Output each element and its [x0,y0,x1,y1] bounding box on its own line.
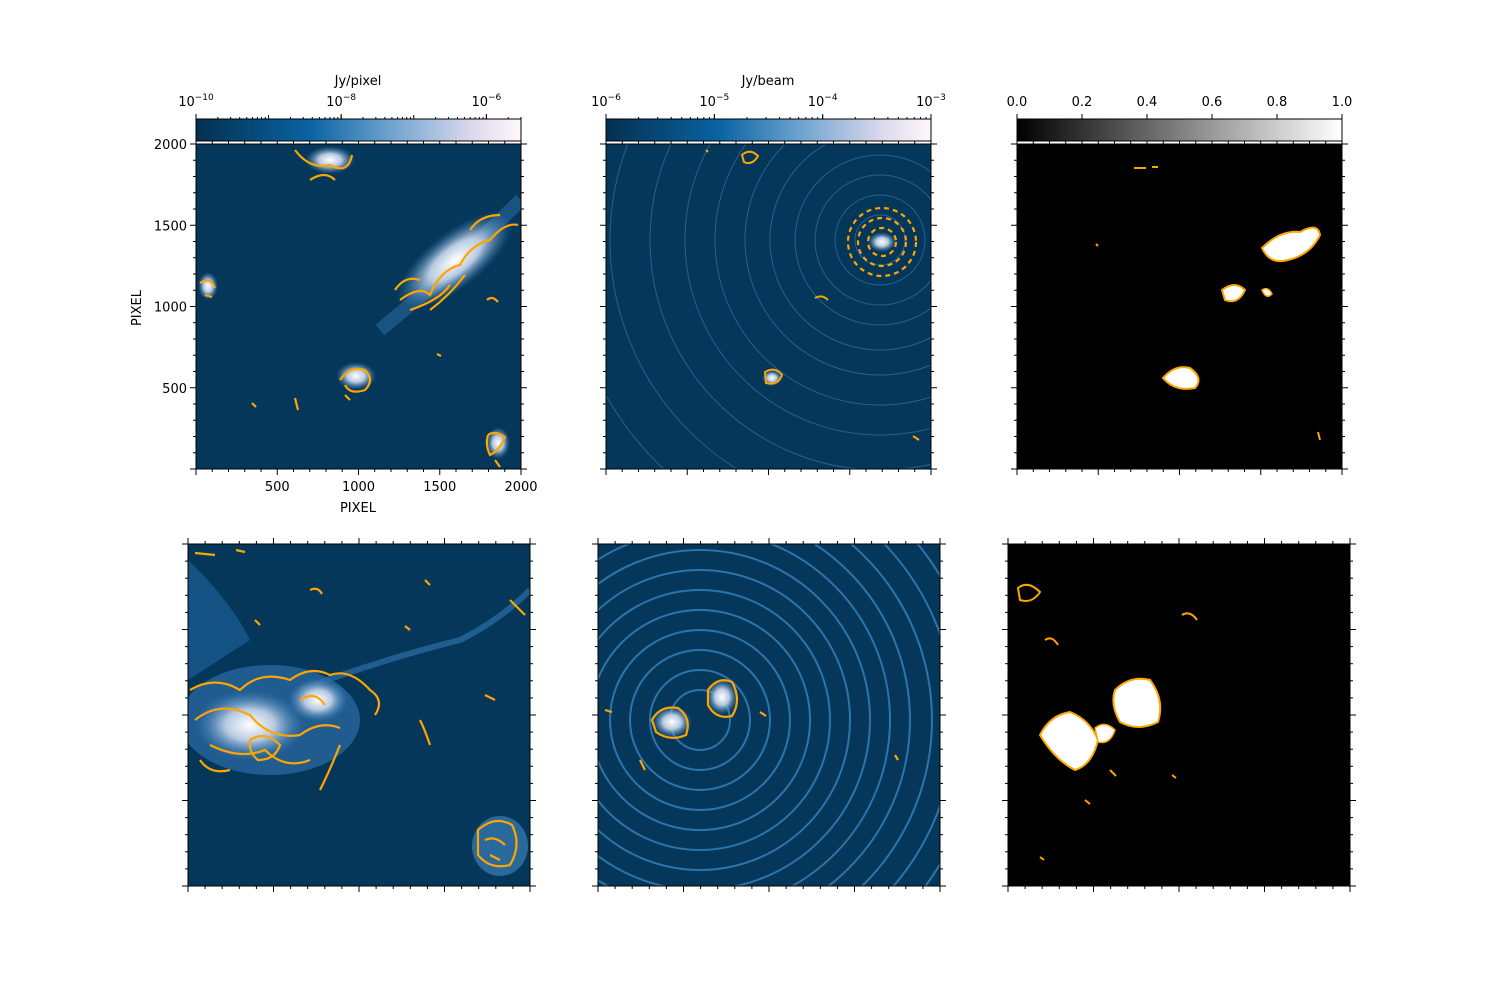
colorbar-tick-label: 10−8 [326,93,356,110]
panel-bottom-middle [592,538,946,892]
colorbar-tick-label: 10−3 [916,93,946,110]
colorbar-ticks: 0.0 0.2 0.4 0.6 0.8 1.0 [1007,95,1353,119]
colorbar-label: Jy/pixel [334,74,382,89]
y-tick-label: 1500 [154,219,187,234]
panel-bottom-left [182,538,536,892]
bottom-right-axes [1002,538,1356,892]
x-tick-label: 1500 [423,480,456,495]
mask-features [1016,583,1198,861]
colorbar-tick-label: 0.0 [1007,95,1028,110]
colorbar-gradient [195,118,522,142]
x-axis-label: PIXEL [340,501,377,516]
panel-top-middle: Jy/beam 10−6 10−5 10−4 10−3 [591,74,946,475]
colorbar-tick-label: 10−5 [699,93,729,110]
colorbar-tick-label: 0.4 [1137,95,1158,110]
panel-top-left: 500 1000 1500 2000 500 1000 1500 2000 Jy/pixel … [130,74,538,516]
panel-bottom-right [1002,538,1356,892]
bottom-middle-axes [592,538,946,892]
emission-features [198,146,521,468]
y-tick-label: 2000 [154,138,187,153]
image-area [1017,144,1342,469]
emission-features [598,544,940,886]
mask-features [1095,166,1322,441]
colorbar-tick-label: 10−10 [178,93,214,110]
colorbar-tick-label: 1.0 [1332,95,1353,110]
colorbar-top-right: 0.0 0.2 0.4 0.6 0.8 1.0 [1007,95,1353,142]
colorbar-label: Jy/beam [741,74,795,89]
x-tick-label: 1000 [342,480,375,495]
colorbar-tick-label: 10−6 [591,93,621,110]
colorbar-tick-label: 10−4 [808,93,838,110]
y-tick-label: 1000 [154,301,187,316]
emission-features [188,548,530,876]
x-tick-label: 2000 [504,480,537,495]
colorbar-top-left: Jy/pixel 10−10 10−8 10−6 [178,74,522,142]
panel-top-right: 0.0 0.2 0.4 0.6 0.8 1.0 [1007,95,1353,475]
emission-features [606,144,931,469]
colorbar-gradient [1016,118,1343,142]
colorbar-tick-label: 0.2 [1072,95,1093,110]
colorbar-tick-label: 0.8 [1267,95,1288,110]
colorbar-top-middle: Jy/beam 10−6 10−5 10−4 10−3 [591,74,946,142]
y-axis-label: PIXEL [130,289,145,326]
colorbar-gradient [605,118,932,142]
bottom-left-axes [182,538,536,892]
colorbar-tick-label: 10−6 [471,93,501,110]
x-tick-label: 500 [265,480,290,495]
colorbar-ticks: 10−10 10−8 10−6 [178,93,522,119]
image-area [196,144,521,469]
colorbar-ticks: 10−6 10−5 10−4 10−3 [591,93,946,119]
y-tick-label: 500 [162,382,187,397]
colorbar-tick-label: 0.6 [1202,95,1223,110]
top-left-axes: 500 1000 1500 2000 500 1000 1500 2000 [154,138,538,495]
